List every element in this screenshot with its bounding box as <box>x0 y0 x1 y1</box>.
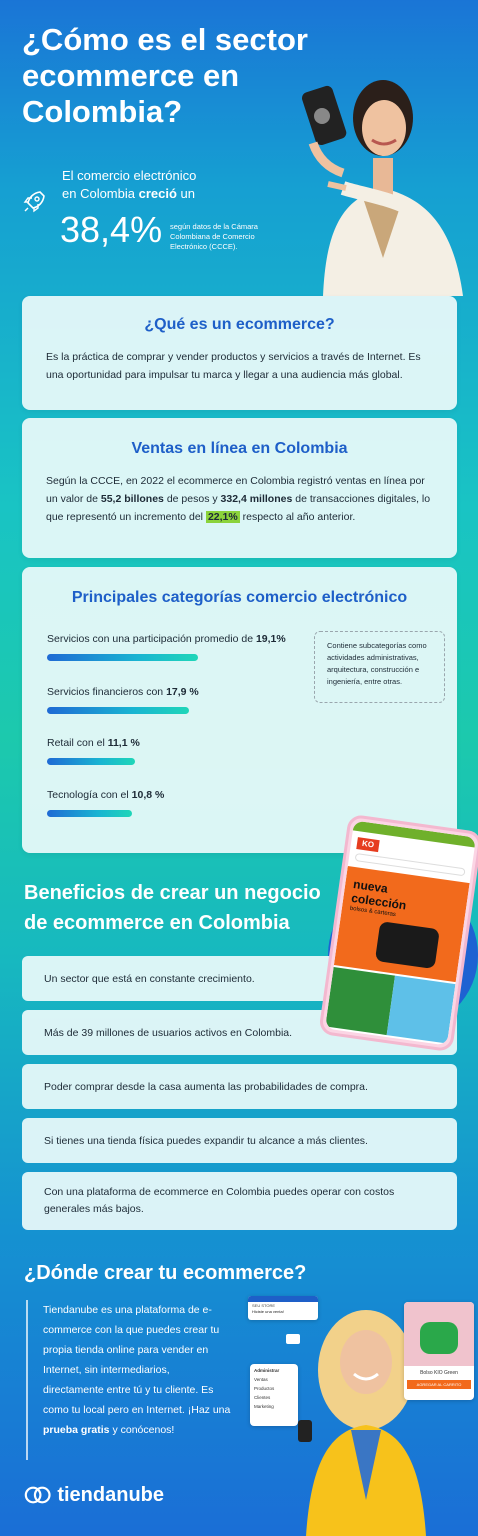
benefit-item: Poder comprar desde la casa aumenta las … <box>22 1064 457 1109</box>
category-label: Servicios con una participación promedio… <box>47 633 286 645</box>
sales-text: Según la CCCE, en 2022 el ecommerce en C… <box>46 475 431 523</box>
category-bar <box>47 707 189 714</box>
categories-title: Principales categorías comercio electrón… <box>71 589 408 606</box>
cloud-icon <box>24 1486 51 1504</box>
rocket-icon <box>23 191 45 213</box>
where-text: Tiendanube es una plataforma de e-commer… <box>43 1304 231 1436</box>
what-text: Es la práctica de comprar y vender produ… <box>46 351 421 381</box>
woman-with-phone-image <box>298 1310 426 1536</box>
add-to-cart-button: AGREGAR AL CARRITO <box>407 1380 471 1389</box>
category-bar <box>47 654 198 661</box>
benefit-item: Si tienes una tienda física puedes expan… <box>22 1118 457 1163</box>
category-label: Servicios financieros con 17,9 % <box>47 686 199 698</box>
category-bar <box>47 758 135 765</box>
sales-title: Ventas en línea en Colombia <box>131 440 348 457</box>
stat-value: 38,4% <box>60 209 163 250</box>
admin-panel: Administrar Ventas Productos Clientes Ma… <box>250 1364 298 1426</box>
where-title: ¿Dónde crear tu ecommerce? <box>24 1262 307 1284</box>
category-note: Contiene subcategorías como actividades … <box>314 631 445 703</box>
sale-notification: SEU STORE Hiciste una venta! <box>248 1296 318 1320</box>
divider <box>26 1300 28 1460</box>
product-card: Bolso KIO Green AGREGAR AL CARRITO <box>404 1302 474 1400</box>
page-title: ¿Cómo es el sector ecommerce en Colombia… <box>22 22 308 129</box>
brand-logo: tiendanube <box>24 1479 164 1511</box>
what-title: ¿Qué es un ecommerce? <box>144 316 335 333</box>
categories-card: Principales categorías comercio electrón… <box>22 567 457 853</box>
highlight-badge: 22,1% <box>205 511 240 523</box>
hero-woman-image <box>302 80 463 296</box>
card-icon <box>286 1334 300 1344</box>
store-logo: KO <box>356 837 380 853</box>
stat-intro: El comercio electrónico en Colombia crec… <box>62 168 197 201</box>
sales-card: Ventas en línea en Colombia Según la CCC… <box>22 418 457 558</box>
category-bar <box>47 810 132 817</box>
brand-name: tiendanube <box>57 1483 164 1506</box>
benefit-item: Con una plataforma de ecommerce en Colom… <box>22 1172 457 1230</box>
category-label: Tecnología con el 10,8 % <box>47 789 165 801</box>
what-card: ¿Qué es un ecommerce? Es la práctica de … <box>22 296 457 410</box>
benefits-title: Beneficios de crear un negocio de ecomme… <box>24 882 321 934</box>
category-label: Retail con el 11,1 % <box>47 737 140 749</box>
stat-source: según datos de la Cámara Colombiana de C… <box>170 222 258 251</box>
